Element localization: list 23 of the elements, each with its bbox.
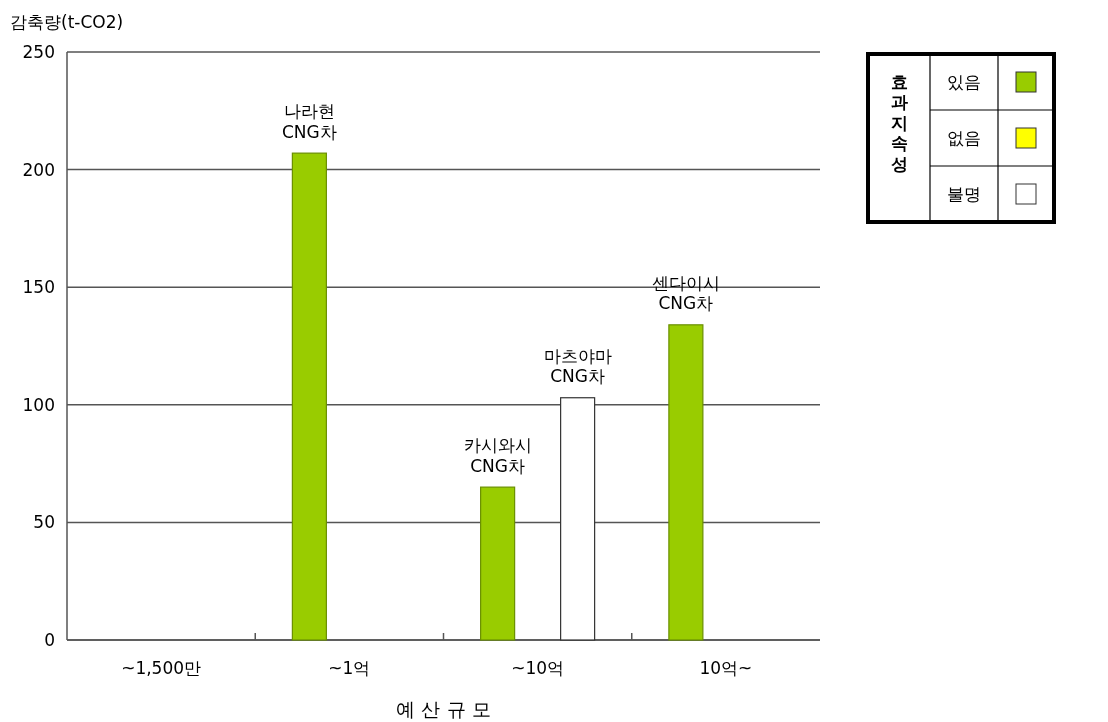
x-tick-label: ~1,500만 [121, 658, 202, 678]
legend-label: 없음 [947, 128, 981, 148]
x-tick-label: 10억~ [699, 658, 753, 678]
x-tick-label: ~10억 [511, 658, 565, 678]
y-tick-label: 250 [22, 42, 55, 62]
y-tick-label: 50 [33, 512, 55, 533]
x-axis-title: 예 산 규 모 [396, 698, 491, 720]
y-tick-label: 150 [22, 277, 55, 298]
bar [668, 324, 704, 641]
y-tick-label: 0 [44, 630, 55, 650]
bar [480, 486, 516, 641]
y-tick-label: 200 [22, 159, 55, 180]
legend-title: 효과지속성 [890, 72, 908, 174]
data-label: 나라현 CNG차 [281, 101, 337, 142]
bar [560, 397, 596, 641]
data-label: 마츠야마 CNG차 [543, 345, 612, 387]
legend-label: 있음 [947, 72, 981, 92]
data-label: 카시와시 CNG차 [463, 435, 532, 476]
y-tick-label: 100 [22, 394, 55, 415]
y-axis-title: 감축량(t-CO2) [10, 12, 124, 32]
x-tick-label: ~1억 [328, 658, 371, 678]
legend-label: 불명 [947, 184, 981, 204]
bar [291, 152, 327, 641]
